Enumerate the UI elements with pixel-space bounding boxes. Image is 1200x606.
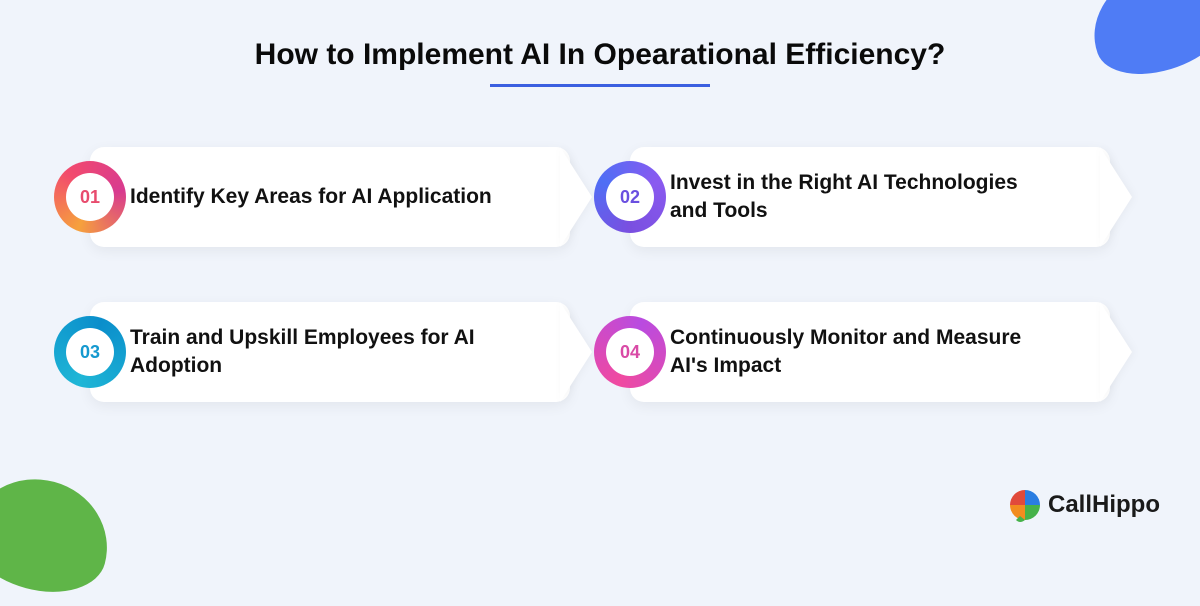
step-card-3: 03 Train and Upskill Employees for AI Ad…	[90, 302, 570, 402]
brand-logo-icon	[1008, 488, 1042, 522]
step-number-4: 04	[620, 342, 640, 363]
step-text-3: Train and Upskill Employees for AI Adopt…	[130, 324, 520, 381]
card-arrow-1	[560, 147, 592, 247]
step-text-2: Invest in the Right AI Technologies and …	[670, 169, 1060, 226]
card-arrow-4	[1100, 302, 1132, 402]
step-badge-2: 02	[594, 161, 666, 233]
step-badge-1: 01	[54, 161, 126, 233]
step-text-1: Identify Key Areas for AI Application	[130, 183, 492, 211]
page-title: How to Implement AI In Opearational Effi…	[0, 0, 1200, 72]
step-number-1: 01	[80, 187, 100, 208]
step-card-1: 01 Identify Key Areas for AI Application	[90, 147, 570, 247]
step-card-4: 04 Continuously Monitor and Measure AI's…	[630, 302, 1110, 402]
step-card-2: 02 Invest in the Right AI Technologies a…	[630, 147, 1110, 247]
step-badge-inner-1: 01	[66, 173, 114, 221]
step-badge-inner-4: 04	[606, 328, 654, 376]
brand-logo-text: CallHippo	[1048, 491, 1160, 519]
cards-grid: 01 Identify Key Areas for AI Application…	[0, 87, 1200, 402]
step-text-4: Continuously Monitor and Measure AI's Im…	[670, 324, 1060, 381]
step-number-3: 03	[80, 342, 100, 363]
card-arrow-2	[1100, 147, 1132, 247]
step-badge-3: 03	[54, 316, 126, 388]
corner-decoration-bottom-left	[0, 464, 122, 606]
step-badge-inner-3: 03	[66, 328, 114, 376]
step-badge-inner-2: 02	[606, 173, 654, 221]
step-number-2: 02	[620, 187, 640, 208]
step-badge-4: 04	[594, 316, 666, 388]
brand-logo: CallHippo	[1008, 488, 1160, 522]
card-arrow-3	[560, 302, 592, 402]
